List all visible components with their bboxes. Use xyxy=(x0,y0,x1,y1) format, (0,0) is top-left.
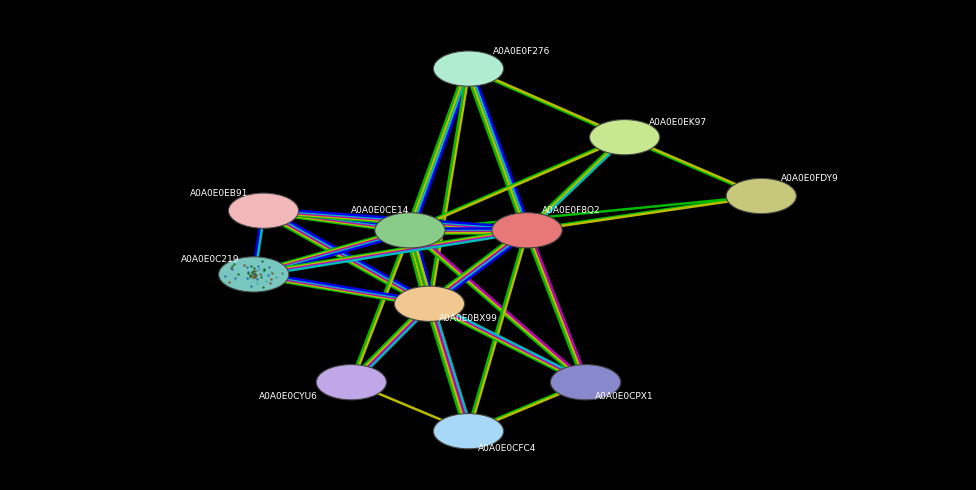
Circle shape xyxy=(433,414,504,449)
Circle shape xyxy=(492,213,562,248)
Text: A0A0E0F8Q2: A0A0E0F8Q2 xyxy=(542,206,600,215)
Text: A0A0E0EK97: A0A0E0EK97 xyxy=(649,118,708,127)
Circle shape xyxy=(316,365,386,400)
Text: A0A0E0CPX1: A0A0E0CPX1 xyxy=(595,392,654,401)
Text: A0A0E0EB91: A0A0E0EB91 xyxy=(190,189,249,198)
Circle shape xyxy=(550,365,621,400)
Circle shape xyxy=(228,193,299,228)
Text: A0A0E0F276: A0A0E0F276 xyxy=(493,47,550,56)
Text: A0A0E0C219: A0A0E0C219 xyxy=(181,255,239,264)
Text: A0A0E0FDY9: A0A0E0FDY9 xyxy=(781,174,838,183)
Circle shape xyxy=(394,286,465,321)
Circle shape xyxy=(219,257,289,292)
Text: A0A0E0CFC4: A0A0E0CFC4 xyxy=(478,444,537,453)
Circle shape xyxy=(726,178,796,214)
Circle shape xyxy=(433,51,504,86)
Text: A0A0E0CYU6: A0A0E0CYU6 xyxy=(259,392,317,401)
Circle shape xyxy=(375,213,445,248)
Circle shape xyxy=(590,120,660,155)
Text: A0A0E0CE14: A0A0E0CE14 xyxy=(351,206,410,215)
Text: A0A0E0BX99: A0A0E0BX99 xyxy=(439,314,498,323)
